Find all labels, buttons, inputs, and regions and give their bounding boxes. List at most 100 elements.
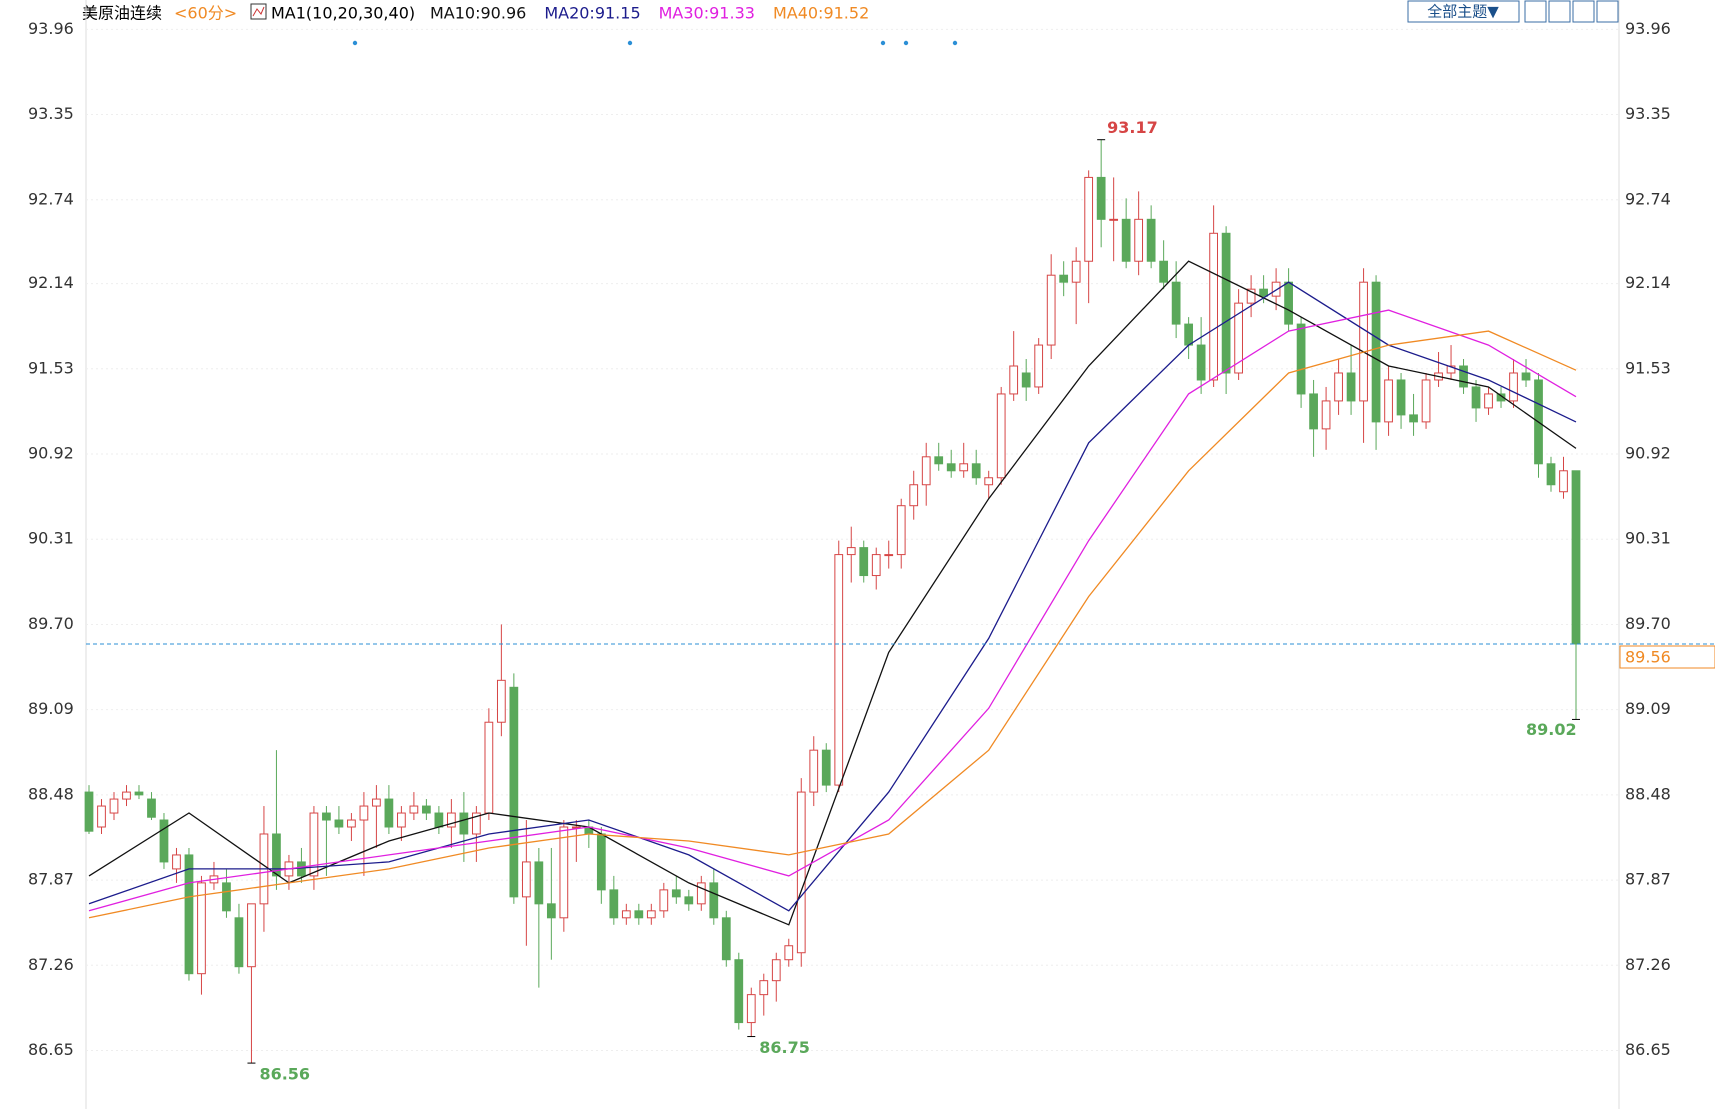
y-tick-label: 88.48 [1625,784,1671,803]
theme-button[interactable] [1407,0,1520,23]
period[interactable]: <60分> [174,4,237,23]
theme-button-label[interactable]: 全部主题▼ [1427,3,1499,21]
candle-body [1384,379,1393,423]
ma-line [88,281,1577,912]
candle-body [1271,281,1281,297]
candle-body [1146,218,1156,262]
last-price-label: 89.56 [1625,648,1671,667]
candle-body [896,505,906,556]
y-tick-label: 88.48 [28,784,74,803]
candle-body [1059,274,1069,283]
layout-button[interactable] [1596,0,1619,23]
candle-body [621,910,631,919]
candle-body [1171,281,1181,325]
candle-body [434,812,444,828]
candle-body [172,854,181,870]
y-tick-label: 93.35 [1625,104,1671,123]
candle-body [1396,379,1406,416]
candle-body [122,791,131,800]
candle-body [359,805,369,821]
indicator-icon [250,3,267,20]
candle-body [184,854,194,975]
candle-body [659,889,669,912]
candle-body [1134,218,1144,262]
candle-body [397,812,406,828]
extreme-label: 89.02 [1526,720,1577,739]
event-marker [903,40,909,46]
candle-body [134,791,144,796]
candle-body [1259,288,1268,297]
candle-body [1359,281,1368,402]
candle-body [147,798,156,818]
candle-body [372,798,381,807]
y-tick-label: 90.92 [1625,444,1671,463]
candle-body [1509,372,1518,402]
y-tick-label: 90.31 [1625,529,1671,548]
y-tick-label: 92.74 [1625,189,1671,208]
candle-body [1409,414,1418,423]
candle-body [684,896,694,905]
candle-body [471,812,481,835]
candle-body [1284,281,1293,325]
candle-body [1521,372,1531,381]
y-tick-label: 89.70 [28,614,74,633]
candle-body [721,917,731,961]
last-price-tag [1619,645,1715,669]
candle-body [809,749,819,793]
candle-body [759,980,769,996]
candle-body [934,456,944,465]
y-tick-label: 92.74 [28,189,74,208]
candle-body [596,833,606,891]
candle-body [1471,386,1481,409]
legend-entry: MA10:90.96 [430,4,526,23]
candle-body [97,805,106,828]
chart-title: 美原油连续 [82,4,162,23]
candle-body [297,861,306,877]
candle-body [1009,365,1019,395]
candle-body [784,945,794,961]
candle-body [559,826,569,919]
legend-entry: MA40:91.52 [773,4,869,23]
candle-body [1196,344,1206,381]
candle-body [696,882,706,905]
candle-body [1571,470,1581,645]
candle-body [959,463,969,472]
candle-body [671,889,681,898]
layout-button[interactable] [1548,0,1571,23]
candle-body [1071,260,1081,283]
candle-body [1484,393,1493,409]
candle-body [1334,372,1343,402]
candle-body [1296,323,1306,395]
candle-body [771,959,781,982]
candle-body [546,903,556,919]
candle-body [821,749,831,786]
layout-button[interactable] [1524,0,1547,23]
candle-body [984,477,994,486]
candle-body [1084,176,1094,262]
legend-entry: MA20:91.15 [544,4,640,23]
candle-body [1109,218,1119,221]
y-tick-label: 93.96 [1625,19,1671,38]
y-tick-label: 93.96 [28,19,74,38]
extreme-label: 86.56 [259,1065,310,1084]
layout-button[interactable] [1572,0,1595,23]
y-tick-label: 89.70 [1625,614,1671,633]
candle-body [159,819,169,863]
event-marker [880,40,886,46]
candle-body [871,554,881,577]
y-tick-label: 92.14 [28,273,74,292]
candle-body [496,679,506,723]
candle-body [521,861,531,898]
candle-body [384,798,394,828]
candle-body [1121,218,1131,262]
candle-body [1046,274,1056,346]
y-tick-label: 93.35 [28,104,74,123]
candle-body [946,463,956,472]
candle-body [1246,288,1256,304]
candle-body [834,554,844,786]
candle-body [1559,470,1568,493]
y-tick-label: 87.26 [1625,955,1671,974]
candle-body [322,812,331,821]
candle-body [746,994,756,1024]
